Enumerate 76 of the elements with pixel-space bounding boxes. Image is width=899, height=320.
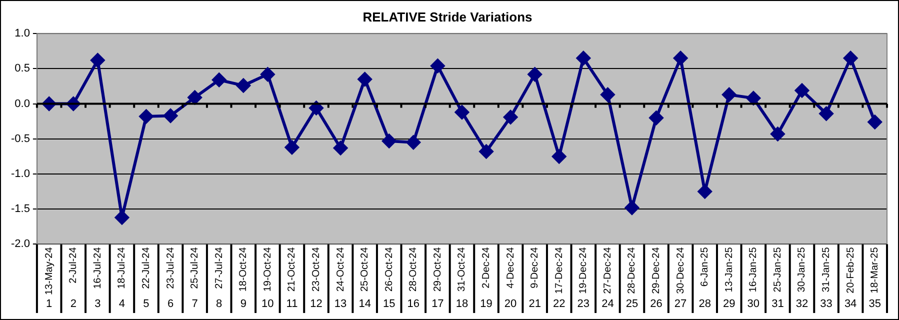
chart-title: RELATIVE Stride Variations: [362, 9, 532, 24]
category-label: 31-Jan-25 33: [820, 247, 832, 310]
category-label: 18-Oct-24 9: [238, 247, 250, 310]
category-label: 25-Jul-24 7: [190, 247, 201, 310]
point: [284, 140, 299, 154]
category-label: 20-Feb-25 34: [844, 247, 857, 310]
point: [212, 72, 226, 87]
y-tick-label: -0.5: [10, 132, 30, 145]
category-label: 27-Dec-24 24: [602, 247, 614, 310]
point: [188, 90, 202, 104]
point: [334, 141, 348, 156]
point: [382, 134, 396, 148]
y-tick-label: -1.5: [10, 203, 30, 216]
point: [868, 115, 882, 130]
point: [406, 135, 420, 150]
point: [576, 51, 590, 66]
category-label: 13-Jan-25 29: [723, 247, 736, 310]
y-tick-label: 0.0: [14, 98, 30, 110]
category-label: 29-Dec-24 26: [650, 247, 662, 310]
point: [260, 67, 275, 82]
category-label: 6-Jan-25 28: [698, 247, 711, 310]
point: [114, 210, 129, 225]
category-label: 21-Oct-24 11: [286, 247, 298, 310]
category-label: 31-Oct-24 18: [456, 247, 468, 310]
category-label: 24-Oct-24 13: [334, 247, 347, 310]
category-label: 30-Dec-24 27: [674, 247, 687, 310]
point: [309, 101, 324, 116]
y-tick-label: -1.0: [10, 168, 30, 180]
point: [454, 105, 469, 120]
category-label: 16-Jul-24 3: [92, 247, 104, 310]
category-label: 27-Jul-24 8: [214, 247, 225, 310]
point: [236, 78, 250, 93]
category-label: 18-Mar-25 35: [868, 247, 881, 310]
category-label: 25-Jan-25 31: [772, 247, 784, 310]
category-label: 26-Oct-24 15: [382, 247, 396, 310]
point: [770, 126, 785, 141]
point: [552, 149, 566, 164]
point: [164, 108, 178, 123]
category-label: 18-Jul-24 4: [116, 247, 128, 310]
category-label: 28-Oct-24 16: [407, 247, 420, 310]
point: [674, 51, 688, 66]
point: [746, 91, 760, 106]
point: [358, 72, 372, 86]
category-label: 2-Dec-24 19: [480, 247, 492, 310]
point: [528, 67, 542, 82]
point: [504, 110, 518, 124]
category-label: 19-Dec-24 23: [577, 247, 590, 310]
point: [430, 58, 445, 73]
point: [819, 106, 834, 121]
category-label: 23-Oct-24 12: [310, 247, 322, 310]
y-tick-label: -2.0: [10, 238, 30, 250]
point: [794, 83, 809, 98]
category-label: 29-Oct-24 17: [432, 247, 444, 310]
category-label: 16-Jan-25 30: [747, 247, 760, 310]
point: [139, 109, 154, 124]
category-label: 19-Oct-24 10: [262, 247, 274, 310]
point: [722, 88, 736, 102]
category-label: 9-Dec-24 21: [528, 247, 541, 310]
category-label: 13-May-24 1: [44, 247, 55, 310]
category-label: 30-Jan-25 32: [796, 247, 808, 310]
category-label: 2-Jul-24 2: [68, 247, 80, 310]
category-label: 22-Jul-24 5: [140, 247, 152, 310]
y-tick-label: 0.5: [14, 62, 30, 75]
point: [90, 53, 105, 68]
point: [479, 144, 494, 159]
category-label: 17-Dec-24 22: [553, 247, 566, 310]
point: [844, 51, 858, 66]
category-label: 4-Dec-24 20: [504, 247, 517, 310]
point: [698, 184, 712, 199]
y-tick-label: 1.0: [14, 28, 30, 40]
point: [624, 200, 639, 215]
category-label: 25-Oct-24 14: [358, 247, 371, 310]
point: [600, 88, 615, 102]
category-label: 28-Dec-24 25: [626, 247, 638, 310]
point: [649, 110, 664, 125]
category-label: 23-Jul-24 6: [165, 247, 176, 310]
